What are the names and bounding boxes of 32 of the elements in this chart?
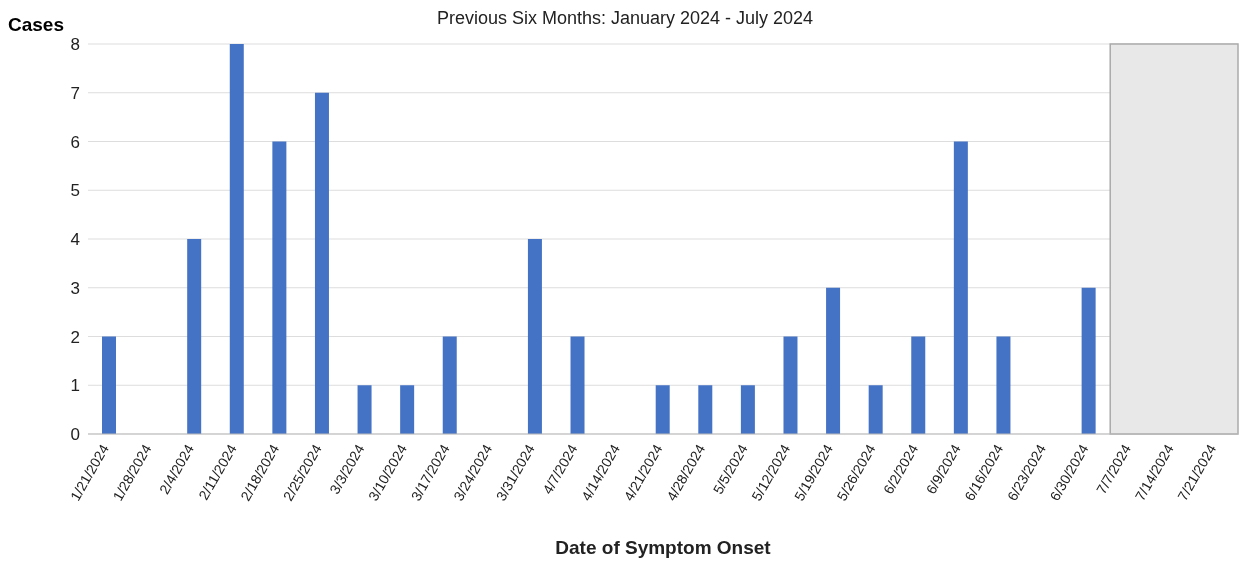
y-tick-label: 1 xyxy=(70,376,80,396)
y-tick-label: 6 xyxy=(70,132,80,152)
bar xyxy=(272,141,287,434)
bar xyxy=(655,385,670,434)
bar xyxy=(400,385,415,434)
bar xyxy=(102,336,116,434)
bar xyxy=(570,336,585,434)
bar xyxy=(868,385,883,434)
bar xyxy=(826,287,841,434)
bar xyxy=(740,385,755,434)
y-tick-label: 2 xyxy=(70,327,80,347)
y-tick-label: 3 xyxy=(70,278,80,298)
x-axis-title: Date of Symptom Onset xyxy=(555,537,772,558)
bar xyxy=(527,239,542,434)
bar xyxy=(314,92,329,434)
bar xyxy=(229,44,244,434)
y-tick-label: 0 xyxy=(70,425,80,445)
bar xyxy=(783,336,798,434)
bar xyxy=(187,239,202,434)
bar xyxy=(357,385,372,434)
y-tick-label: 4 xyxy=(70,230,80,250)
bar xyxy=(442,336,457,434)
bar xyxy=(996,336,1011,434)
bar xyxy=(911,336,926,434)
y-tick-label: 7 xyxy=(70,83,80,103)
bar xyxy=(698,385,713,434)
y-axis-title: Cases xyxy=(8,14,64,36)
chart-title: Previous Six Months: January 2024 - July 2024 xyxy=(436,8,814,28)
y-tick-label: 8 xyxy=(70,35,80,55)
y-tick-label: 5 xyxy=(70,181,80,201)
bar xyxy=(1081,287,1096,434)
bar xyxy=(953,141,968,434)
